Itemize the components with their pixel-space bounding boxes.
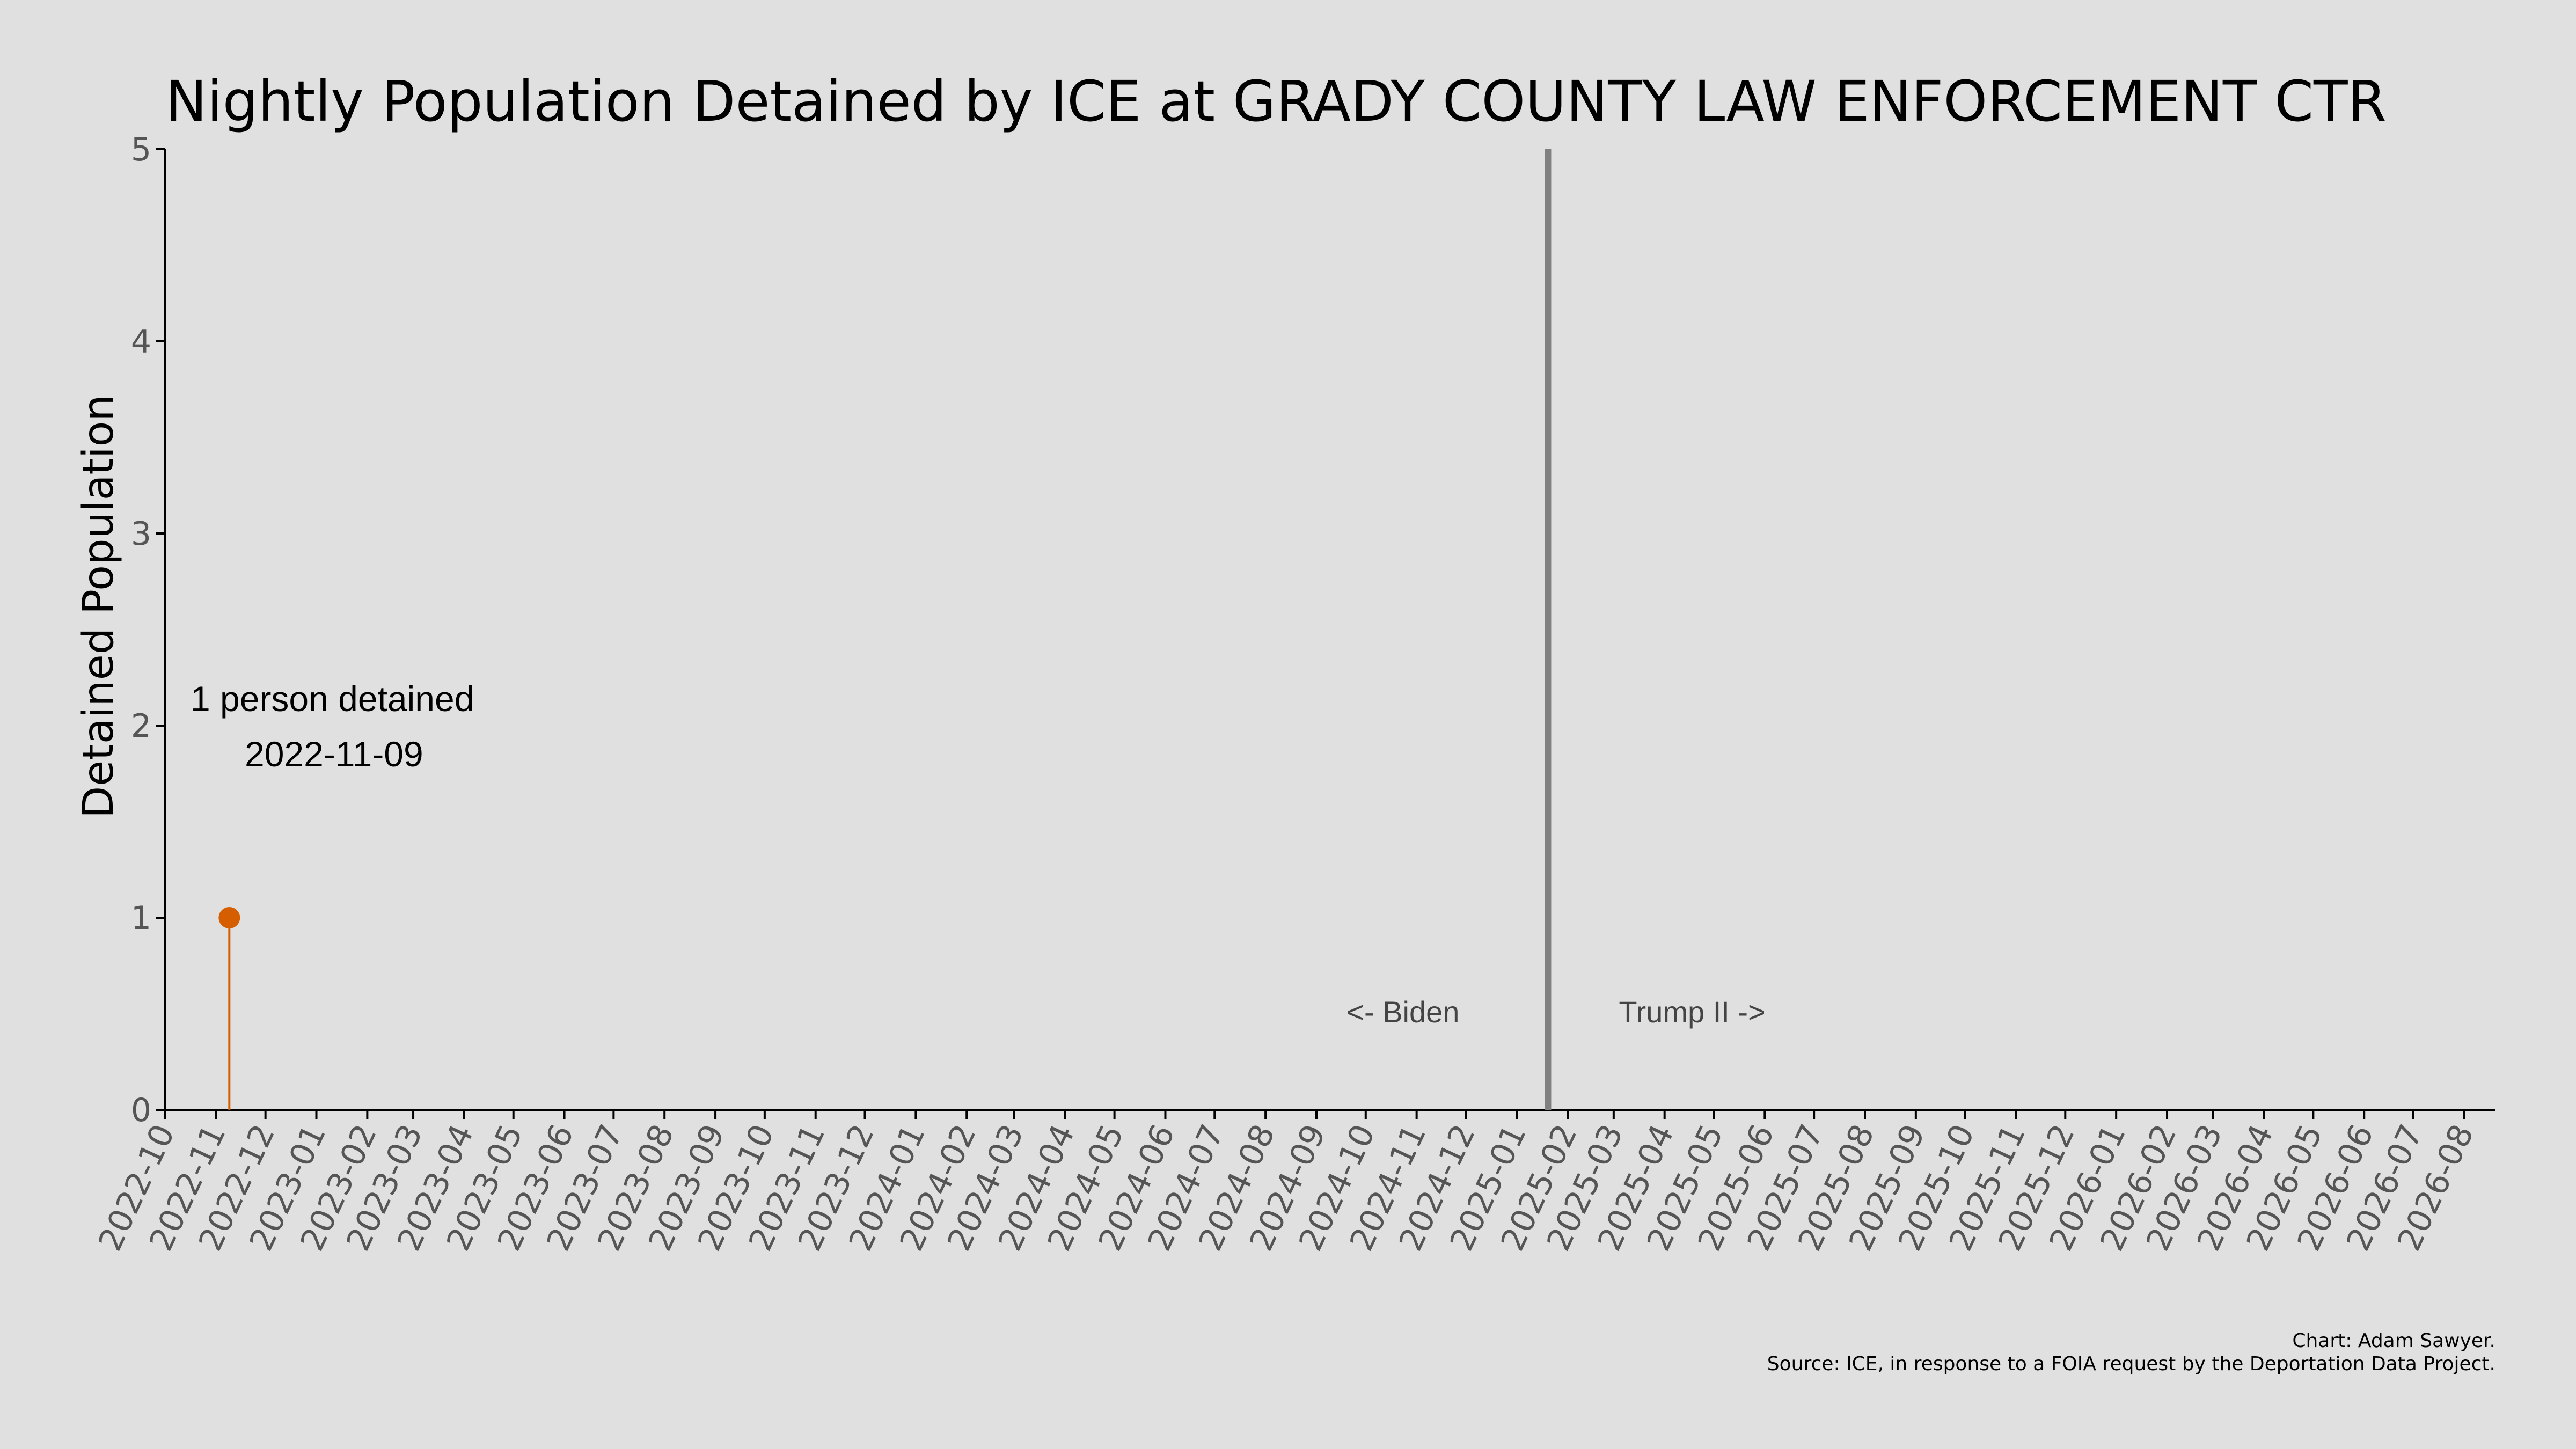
y-tick-label: 1	[131, 899, 151, 937]
y-axis-label: Detained Population	[75, 394, 123, 818]
data-points	[218, 907, 240, 1110]
data-point-marker	[218, 907, 240, 928]
y-tick-label: 0	[131, 1092, 151, 1129]
chart-source: Source: ICE, in response to a FOIA reque…	[1767, 1353, 2496, 1375]
y-tick-label: 3	[131, 515, 151, 553]
y-tick-label: 2	[131, 707, 151, 745]
annotation-date: 2022-11-09	[245, 734, 423, 774]
trump-era-label: Trump II ->	[1619, 995, 1765, 1029]
y-tick-label: 5	[131, 131, 151, 169]
chart-credit: Chart: Adam Sawyer.	[2292, 1330, 2496, 1352]
y-axis-ticks: 0 1 2 3 4 5	[131, 131, 165, 1129]
chart-title: Nightly Population Detained by ICE at GR…	[165, 69, 2387, 134]
biden-era-label: <- Biden	[1346, 995, 1459, 1029]
annotation-count: 1 person detained	[191, 679, 474, 719]
x-axis-ticks: 2022-102022-112022-122023-012023-022023-…	[91, 1110, 2481, 1257]
y-tick-label: 4	[131, 323, 151, 361]
